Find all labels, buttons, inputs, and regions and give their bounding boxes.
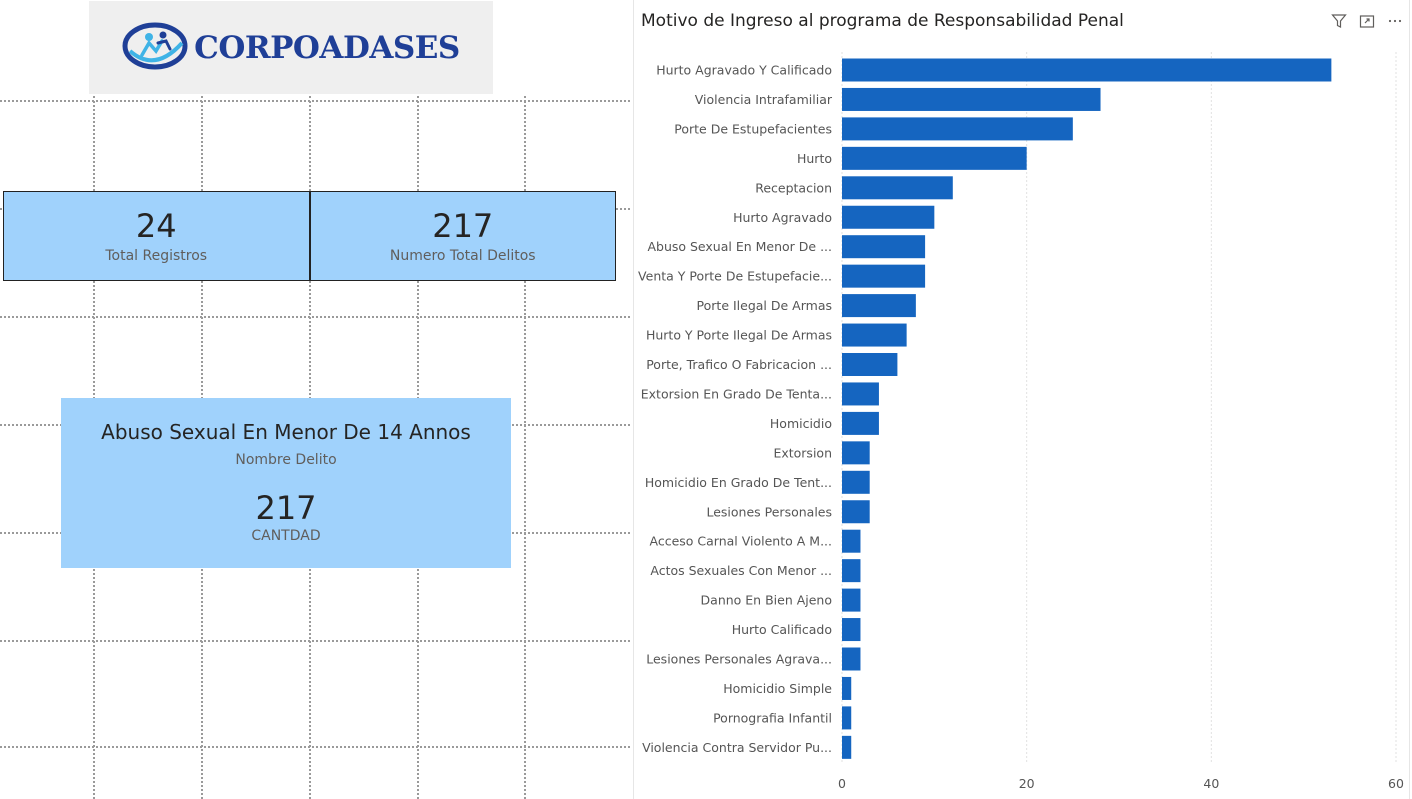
card-subtitle: Nombre Delito <box>235 452 337 468</box>
bar[interactable] <box>842 735 852 759</box>
category-label: Lesiones Personales Agrava... <box>646 652 832 667</box>
x-tick-label: 40 <box>1203 776 1219 791</box>
x-tick-label: 0 <box>838 776 846 791</box>
bar[interactable] <box>842 87 1101 111</box>
visual-header-icons <box>1331 13 1403 29</box>
bar[interactable] <box>842 588 861 612</box>
category-label: Porte Ilegal De Armas <box>697 298 832 313</box>
delito-card[interactable]: Abuso Sexual En Menor De 14 Annos Nombre… <box>61 398 511 568</box>
category-label: Receptacion <box>755 180 832 195</box>
logo-emblem-icon <box>122 21 188 75</box>
bar[interactable] <box>842 470 870 494</box>
kpi-label: Numero Total Delitos <box>389 248 536 264</box>
x-tick-label: 60 <box>1388 776 1404 791</box>
kpi-value: 24 <box>135 207 177 245</box>
category-label: Homicidio En Grado De Tent... <box>645 475 832 490</box>
bar[interactable] <box>842 205 935 229</box>
logo-image: CORPOADASES <box>89 1 493 94</box>
x-tick-label: 20 <box>1019 776 1035 791</box>
category-label: Venta Y Porte De Estupefacie... <box>638 269 832 284</box>
kpi-row: 24 Total Registros 217 Numero Total Deli… <box>3 191 616 281</box>
category-label: Hurto <box>797 151 832 166</box>
bar-chart-visual[interactable]: 0 20 40 60 Hurto Agravado Y Calificado Violen… <box>633 0 1410 799</box>
kpi-total-registros[interactable]: 24 Total Registros <box>4 192 309 280</box>
more-options-icon[interactable] <box>1387 13 1403 29</box>
bar[interactable] <box>842 411 879 435</box>
logo-wordmark: CORPOADASES <box>194 29 460 66</box>
category-label: Porte De Estupefacientes <box>674 121 832 136</box>
category-label: Hurto Agravado <box>733 210 832 225</box>
bar[interactable] <box>842 500 870 524</box>
canvas-grid-line <box>0 100 630 102</box>
filter-icon[interactable] <box>1331 13 1347 29</box>
bar[interactable] <box>842 706 852 730</box>
bar[interactable] <box>842 323 907 347</box>
category-label: Pornografia Infantil <box>713 710 832 725</box>
category-label: Homicidio <box>770 416 832 431</box>
category-label: Hurto Y Porte Ilegal De Armas <box>646 328 832 343</box>
card-title: Abuso Sexual En Menor De 14 Annos <box>101 420 471 444</box>
category-label: Porte, Trafico O Fabricacion ... <box>646 357 832 372</box>
bar[interactable] <box>842 264 926 288</box>
category-label: Hurto Calificado <box>732 622 832 637</box>
bar[interactable] <box>842 382 879 406</box>
category-label: Lesiones Personales <box>706 504 832 519</box>
bar[interactable] <box>842 353 898 376</box>
bar[interactable] <box>842 176 953 200</box>
bar[interactable] <box>842 618 861 642</box>
kpi-numero-total-delitos[interactable]: 217 Numero Total Delitos <box>308 192 615 280</box>
bar[interactable] <box>842 647 861 671</box>
category-label: Actos Sexuales Con Menor ... <box>650 563 832 578</box>
category-label: Hurto Agravado Y Calificado <box>656 63 832 78</box>
focus-mode-icon[interactable] <box>1359 13 1375 29</box>
category-label: Extorsion <box>773 445 832 460</box>
category-label: Violencia Contra Servidor Pu... <box>642 740 832 755</box>
bar[interactable] <box>842 58 1332 82</box>
card-value: 217 <box>255 489 317 527</box>
category-label: Acceso Carnal Violento A M... <box>650 534 832 549</box>
bar[interactable] <box>842 559 861 583</box>
card-label: CANTDAD <box>251 528 321 544</box>
canvas-grid-line <box>0 746 630 748</box>
bar[interactable] <box>842 676 852 700</box>
canvas-grid-line <box>0 640 630 642</box>
bar[interactable] <box>842 529 861 553</box>
category-label: Abuso Sexual En Menor De ... <box>647 239 832 254</box>
bar[interactable] <box>842 235 926 259</box>
canvas-grid-line <box>0 316 630 318</box>
category-label: Danno En Bien Ajeno <box>701 593 832 608</box>
kpi-value: 217 <box>432 207 494 245</box>
category-label: Extorsion En Grado De Tenta... <box>641 386 832 401</box>
kpi-label: Total Registros <box>105 248 208 264</box>
chart-title: Motivo de Ingreso al programa de Respons… <box>641 11 1124 31</box>
bar[interactable] <box>842 117 1073 141</box>
bar[interactable] <box>842 146 1027 170</box>
category-label: Homicidio Simple <box>723 681 832 696</box>
bar[interactable] <box>842 294 916 318</box>
bar[interactable] <box>842 441 870 465</box>
category-label: Violencia Intrafamiliar <box>695 92 833 107</box>
bar-chart: 0 20 40 60 Hurto Agravado Y Calificado Violen… <box>638 52 1404 791</box>
